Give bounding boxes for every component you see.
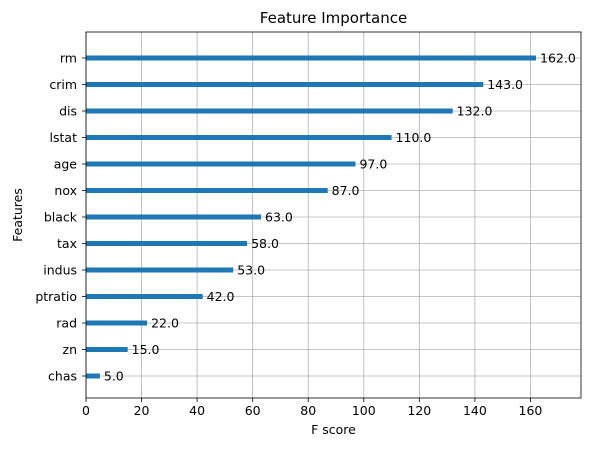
y-axis-label: Features: [10, 188, 25, 242]
y-tick-label-lstat: lstat: [50, 130, 78, 145]
x-axis-ticks: 0 20 40 60 80 100 120 140 160: [82, 398, 542, 418]
data-label-tax: 58.0: [251, 236, 279, 251]
bar-lstat: [86, 135, 392, 140]
y-tick-label-nox: nox: [54, 183, 77, 198]
y-tick-label-age: age: [54, 157, 78, 172]
y-tick-label-ptratio: ptratio: [35, 289, 77, 304]
data-label-indus: 53.0: [237, 263, 265, 278]
x-tick-label-120: 120: [407, 403, 431, 418]
bar-ptratio: [86, 294, 203, 299]
y-tick-label-tax: tax: [57, 236, 77, 251]
x-tick-label-40: 40: [189, 403, 205, 418]
y-tick-label-zn: zn: [63, 342, 77, 357]
y-axis-ticks: chas zn rad ptratio indus tax black nox age lstat…: [35, 51, 86, 384]
y-tick-label-rm: rm: [60, 51, 77, 66]
bar-crim: [86, 82, 484, 87]
bar-rad: [86, 320, 148, 326]
y-tick-label-black: black: [44, 210, 78, 225]
data-label-chas: 5.0: [104, 369, 124, 384]
bar-age: [86, 161, 356, 167]
y-tick-label-crim: crim: [49, 77, 77, 92]
data-label-black: 63.0: [265, 210, 293, 225]
data-label-rad: 22.0: [151, 316, 179, 331]
y-tick-label-indus: indus: [43, 263, 77, 278]
bar-dis: [86, 108, 453, 114]
plot-frame: [85, 31, 582, 399]
data-label-lstat: 110.0: [396, 130, 432, 145]
bar-black: [86, 214, 261, 220]
x-tick-label-80: 80: [300, 403, 316, 418]
x-tick-label-100: 100: [352, 403, 376, 418]
data-label-nox: 87.0: [332, 183, 360, 198]
data-label-crim: 143.0: [487, 77, 523, 92]
y-tick-label-chas: chas: [48, 369, 77, 384]
y-tick-label-rad: rad: [56, 316, 77, 331]
x-tick-label-20: 20: [134, 403, 150, 418]
y-tick-label-dis: dis: [59, 104, 77, 119]
chart-title: Feature Importance: [260, 9, 407, 27]
bar-chas: [86, 373, 100, 379]
data-labels: 5.0 15.0 22.0 42.053.0 58.0 63.0 87.0 97.0 110.0…: [104, 51, 576, 384]
bar-nox: [86, 188, 328, 193]
x-tick-label-160: 160: [519, 403, 543, 418]
bar-zn: [86, 347, 128, 352]
x-tick-label-140: 140: [463, 403, 487, 418]
bar-tax: [86, 241, 248, 246]
data-label-dis: 132.0: [457, 104, 493, 119]
data-label-rm: 162.0: [540, 51, 576, 66]
data-label-age: 97.0: [359, 157, 387, 172]
bar-rm: [86, 55, 536, 61]
bars: [86, 55, 536, 379]
bar-indus: [86, 267, 234, 273]
x-tick-label-60: 60: [245, 403, 261, 418]
data-label-zn: 15.0: [132, 342, 160, 357]
x-tick-label-0: 0: [82, 403, 90, 418]
data-label-ptratio: 42.0: [207, 289, 235, 304]
x-axis-label: F score: [311, 422, 356, 437]
